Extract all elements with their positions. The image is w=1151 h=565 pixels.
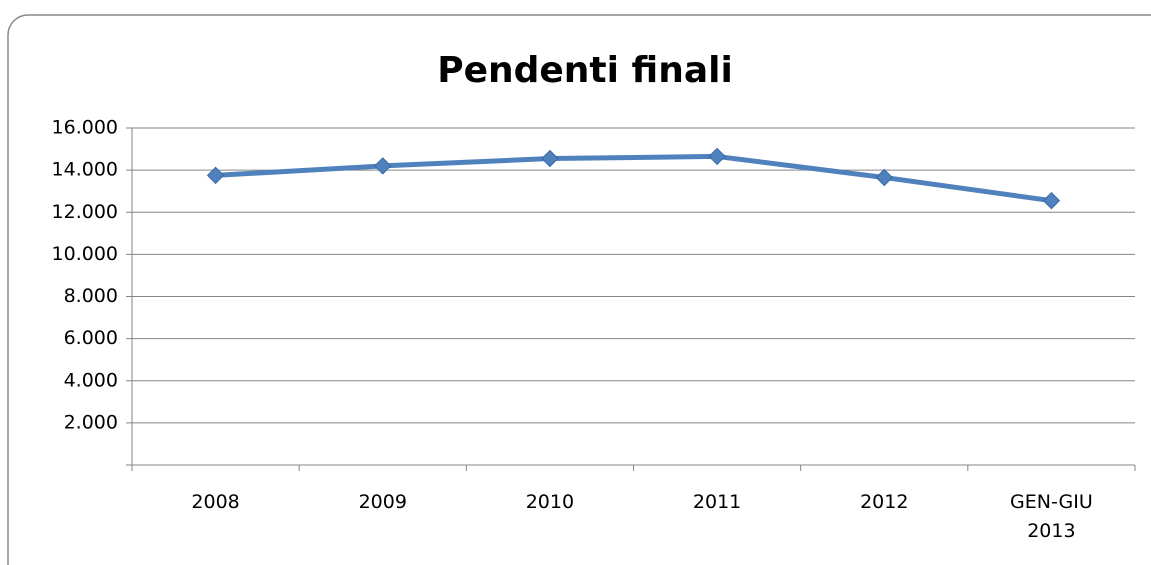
data-point <box>875 168 893 187</box>
y-tick-label: 8.000 <box>64 285 118 307</box>
x-tick-label: GEN-GIU 2013 <box>1010 491 1093 542</box>
data-point <box>374 157 392 175</box>
chart-title: Pendenti finali <box>437 50 733 91</box>
y-tick-label: 14.000 <box>52 159 118 181</box>
y-tick-label: 2.000 <box>64 411 118 433</box>
y-tick-label: 4.000 <box>64 369 118 391</box>
series-line <box>215 153 1052 204</box>
data-point <box>541 149 559 168</box>
x-tick-label: 2008 <box>191 491 240 513</box>
x-tick-label: 2011 <box>692 491 742 513</box>
x-tick-label: 2012 <box>860 491 909 513</box>
y-tick-label: 16.000 <box>52 117 118 139</box>
y-tick-label: 6.000 <box>64 327 118 349</box>
data-point <box>206 166 225 185</box>
x-tick-label: 2010 <box>525 491 575 513</box>
data-point <box>1042 191 1061 210</box>
chart-border <box>7 14 1151 565</box>
y-tick-label: 10.000 <box>52 243 118 265</box>
y-tick-label: 12.000 <box>52 201 118 223</box>
x-tick-label: 2009 <box>358 491 407 513</box>
data-point <box>708 147 726 166</box>
